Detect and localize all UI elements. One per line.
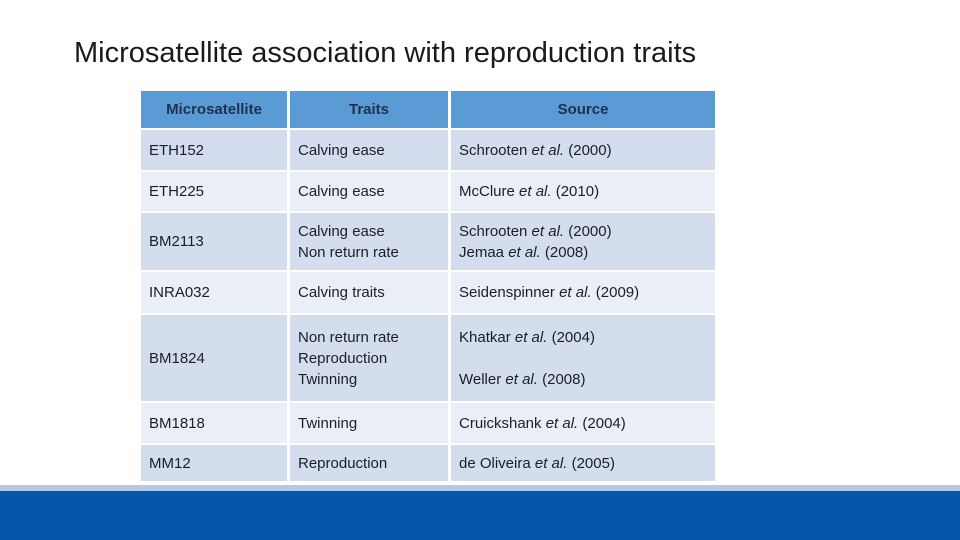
source-line: Schrooten et al. (2000) [459, 141, 612, 159]
table-body: ETH152 Calving ease Schrooten et al. (2000… [141, 130, 715, 481]
microsatellite-label: BM1818 [149, 414, 205, 432]
trait-line: Calving ease [298, 183, 385, 200]
trait-line: Non return rate [298, 328, 399, 346]
microsatellite-table: Microsatellite Traits Source ETH152 Calvi… [141, 91, 715, 483]
microsatellite-label: INRA032 [149, 284, 210, 301]
source-line: Jemaa et al. (2008) [459, 243, 589, 261]
source-line: McClure et al. (2010) [459, 183, 600, 200]
microsatellite-cell: BM2113 [141, 213, 287, 270]
table-row: BM1824 Non return rate Reproduction Twinnin… [141, 315, 715, 401]
microsatellite-label: MM12 [149, 454, 191, 472]
microsatellite-label: ETH152 [149, 141, 205, 159]
trait-line: Twinning [298, 414, 358, 432]
table-row: BM2113 Calving ease Non return rate Schroot… [141, 213, 715, 270]
source-cell: McClure et al. (2010) [451, 172, 715, 211]
source-line: Cruickshank et al. (2004) [459, 414, 626, 432]
footer-bar [0, 491, 960, 540]
source-cell: Khatkar et al. (2004) Weller et al. (200… [451, 315, 715, 401]
slide-title: Microsatellite association with reproduc… [74, 37, 697, 69]
header-cell-microsatellite: Microsatellite [141, 91, 287, 128]
source-cell: Schrooten et al. (2000) Jemaa et al. (200… [451, 213, 715, 270]
microsatellite-cell: ETH152 [141, 130, 287, 170]
traits-cell: Non return rate Reproduction Twinning [290, 315, 448, 401]
traits-cell: Calving ease [290, 130, 448, 170]
traits-cell: Calving traits [290, 272, 448, 313]
trait-line: Non return rate [298, 243, 399, 261]
source-line: Seidenspinner et al. (2009) [459, 284, 640, 301]
table-header-row: Microsatellite Traits Source [141, 91, 715, 128]
footer-accent-strip [0, 485, 960, 491]
microsatellite-label: ETH225 [149, 183, 205, 200]
traits-cell: Calving ease [290, 172, 448, 211]
source-cell: Cruickshank et al. (2004) [451, 403, 715, 443]
trait-line: Calving traits [298, 284, 385, 301]
source-cell: de Oliveira et al. (2005) [451, 445, 715, 481]
table-row: ETH225 Calving ease McClure et al. (2010) [141, 172, 715, 211]
header-cell-traits: Traits [290, 91, 448, 128]
table-row: BM1818 Twinning Cruickshank et al. (2004) [141, 403, 715, 443]
source-line: Khatkar et al. (2004) [459, 328, 595, 346]
traits-cell: Twinning [290, 403, 448, 443]
trait-line: Reproduction [298, 349, 388, 367]
microsatellite-cell: ETH225 [141, 172, 287, 211]
source-line: Weller et al. (2008) [459, 370, 586, 388]
traits-cell: Reproduction [290, 445, 448, 481]
microsatellite-cell: BM1824 [141, 315, 287, 401]
microsatellite-cell: MM12 [141, 445, 287, 481]
table-row: INRA032 Calving traits Seidenspinner et al… [141, 272, 715, 313]
trait-line: Reproduction [298, 454, 388, 472]
trait-line: Calving ease [298, 141, 385, 159]
source-line: Schrooten et al. (2000) [459, 222, 612, 240]
source-cell: Seidenspinner et al. (2009) [451, 272, 715, 313]
table-row: ETH152 Calving ease Schrooten et al. (2000… [141, 130, 715, 170]
microsatellite-cell: BM1818 [141, 403, 287, 443]
table-row: MM12 Reproduction de Oliveira et al. (2005… [141, 445, 715, 481]
source-cell: Schrooten et al. (2000) [451, 130, 715, 170]
source-line [459, 348, 707, 369]
header-cell-source: Source [451, 91, 715, 128]
microsatellite-label: BM2113 [149, 233, 204, 250]
microsatellite-label: BM1824 [149, 349, 205, 367]
microsatellite-cell: INRA032 [141, 272, 287, 313]
trait-line: Twinning [298, 370, 358, 388]
traits-cell: Calving ease Non return rate [290, 213, 448, 270]
source-line: de Oliveira et al. (2005) [459, 454, 615, 472]
trait-line: Calving ease [298, 222, 385, 240]
